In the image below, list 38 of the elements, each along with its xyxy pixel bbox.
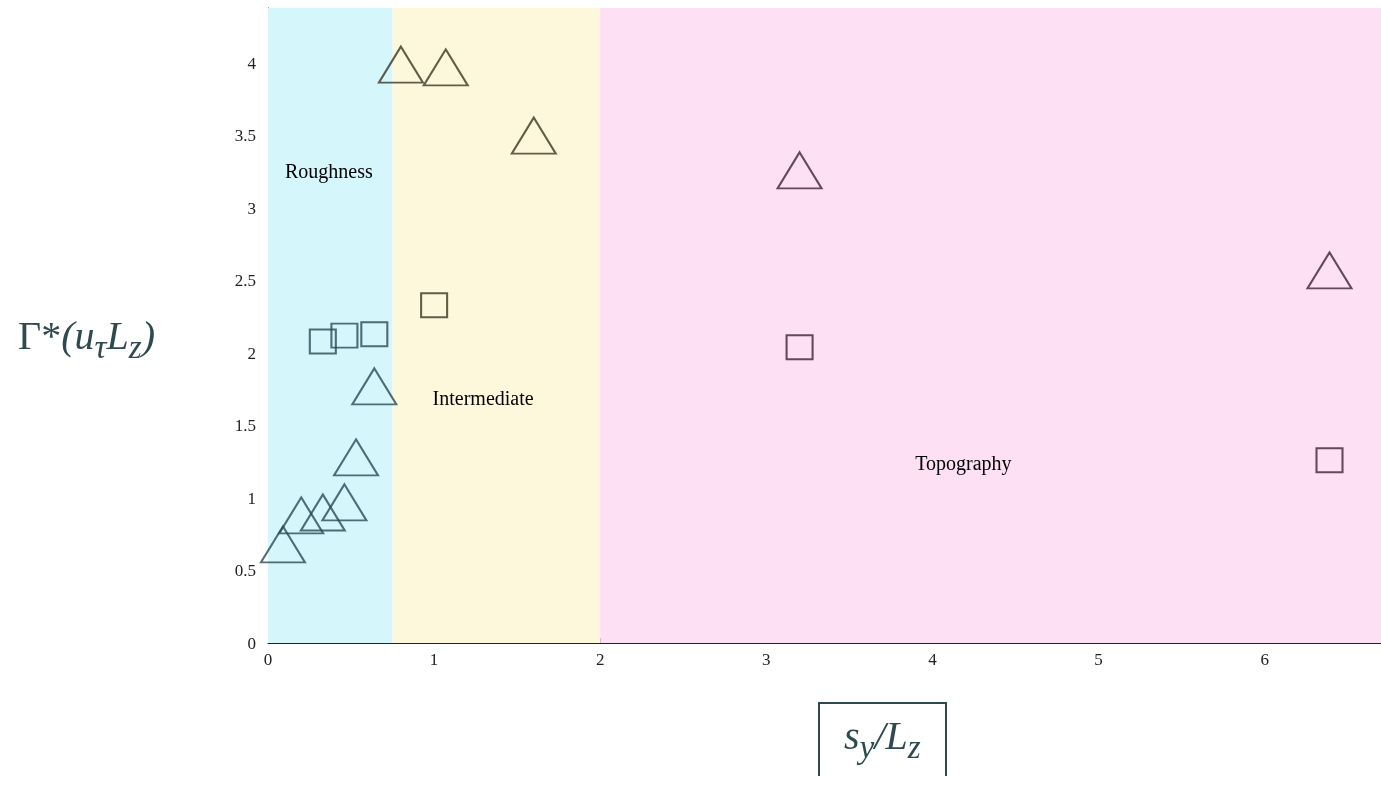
y-tick-label: 0: [247, 633, 256, 653]
point: [351, 367, 398, 406]
band-label: Intermediate: [432, 387, 534, 409]
x-axis-title: s$_{y}$/L$_{z}$: [818, 702, 947, 776]
point: [330, 322, 359, 349]
x-tick-label: 5: [1094, 650, 1103, 669]
x-tick-label: 6: [1260, 650, 1269, 669]
point: [333, 438, 380, 477]
y-tick-label: 3: [247, 198, 256, 218]
y-tick-label: 2.5: [234, 271, 256, 291]
band-label: Roughness: [285, 160, 373, 183]
point: [259, 525, 306, 564]
x-tick-label: 2: [595, 650, 605, 669]
x-tick-label: 3: [762, 650, 771, 669]
y-tick-label: 2: [247, 343, 256, 363]
point: [377, 45, 424, 84]
point: [510, 116, 557, 155]
y-tick-label: 0.5: [234, 561, 256, 581]
point: [420, 292, 449, 319]
point: [422, 48, 469, 87]
point: [308, 328, 337, 355]
point: [776, 151, 823, 190]
point: [360, 321, 389, 348]
point: [1315, 447, 1344, 474]
point: [299, 493, 346, 532]
point: [1306, 251, 1353, 290]
x-tick-label: 0: [263, 650, 273, 669]
point: [278, 496, 325, 535]
y-tick-label: 3.5: [234, 126, 256, 146]
y-tick-label: 1.5: [234, 416, 256, 436]
y-tick-label: 4: [247, 53, 257, 73]
band-label: Topography: [915, 452, 1012, 475]
point: [785, 334, 814, 361]
y-axis-title: Γ*(u$_{τ}$L$_{z}$): [18, 312, 155, 366]
x-tick-label: 4: [928, 650, 938, 669]
point: [321, 483, 368, 522]
y-tick-label: 1: [247, 488, 256, 508]
x-tick-label: 1: [429, 650, 439, 669]
